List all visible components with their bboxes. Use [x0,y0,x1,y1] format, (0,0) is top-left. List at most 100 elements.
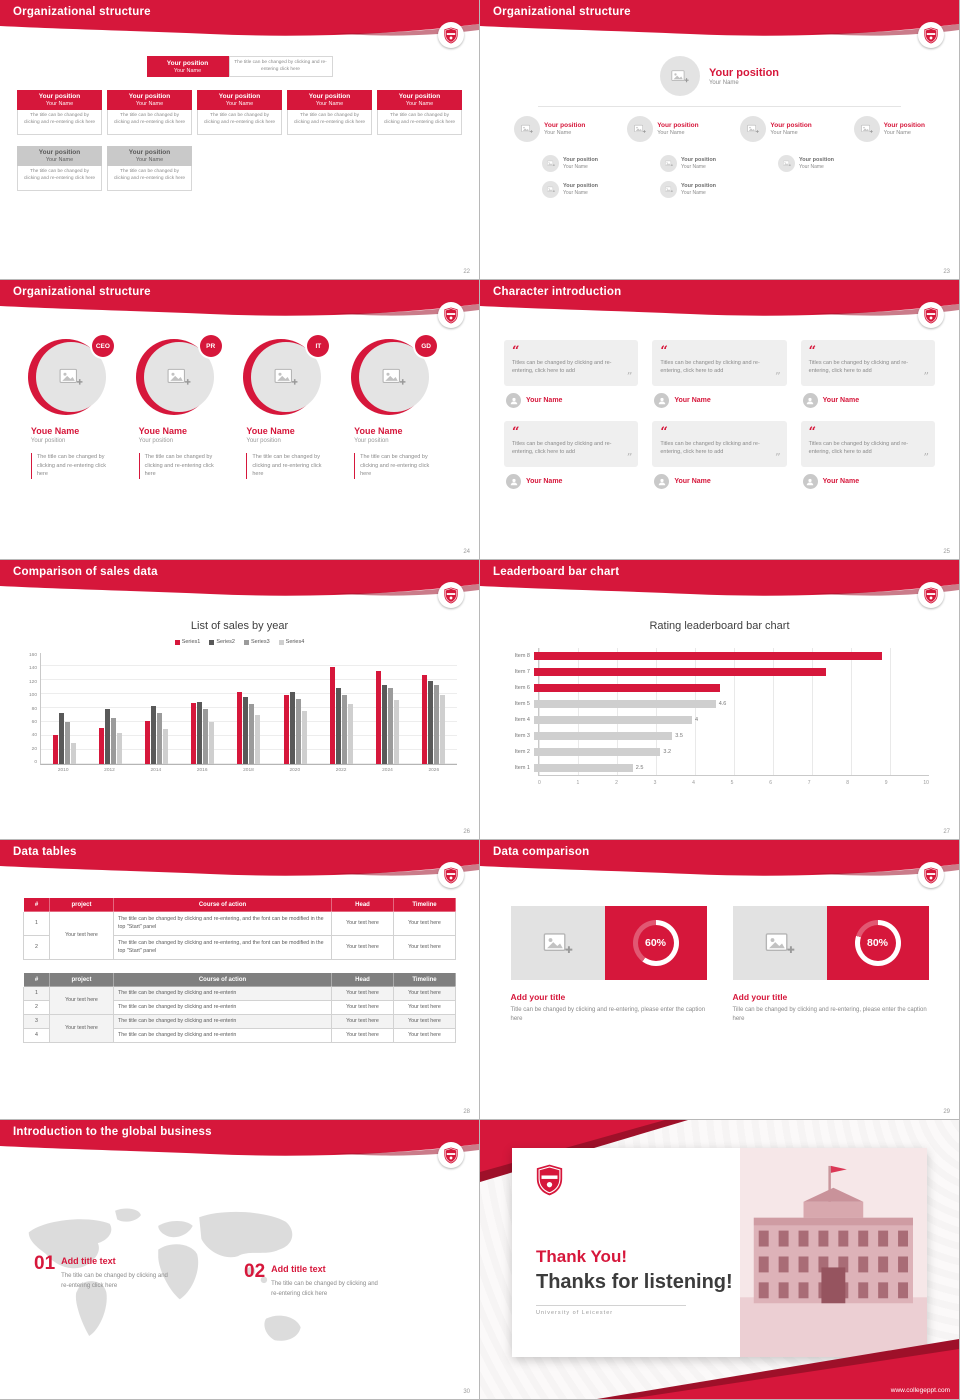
bar [58,712,64,764]
name-label: Your Name [799,164,824,170]
slide-title: Data comparison [493,846,590,858]
category-label: Item 8 [514,653,530,659]
open-quote-icon [512,426,630,439]
slide-body: Titles can be changed by clicking and re… [480,324,959,559]
table-cell: Your text here [393,1000,456,1015]
university-crest-icon [918,302,944,328]
slide-25-character-introduction[interactable]: Character introduction Titles can be cha… [480,280,959,559]
x-axis-tick: 4 [692,780,695,786]
leaderboard-row: Item 7 [504,664,929,680]
x-axis-tick: 1 [576,780,580,786]
slide-title: Organizational structure [493,6,631,18]
sales-chart-plot [40,653,457,765]
slide-title: Introduction to the global business [13,1126,212,1138]
avatar-group: CEO [27,335,114,416]
comparison-panel: 60% Add your title Title can be changed … [510,906,707,1025]
member-position: Your position [246,438,281,444]
bar-track: 3.5 [534,732,929,740]
bar [255,715,261,764]
item-title: Add title text [271,1264,326,1274]
person-row: Your Name [801,393,935,408]
org-branch: Your position Your Name The title can be … [377,90,462,136]
character-card: Titles can be changed by clicking and re… [504,421,639,489]
name-label: Your Name [563,190,588,196]
slide-thank-you[interactable]: Thank You! Thanks for listening! Univers… [480,1120,959,1399]
legend-swatch [174,639,180,645]
bar-track: 3.2 [534,748,929,756]
divider [536,1305,686,1306]
item-body: Add title text The title can be changed … [271,1262,383,1299]
org-branch: Your position Your Name The title can be … [107,90,192,136]
bar [70,743,76,764]
y-axis-tick: 80 [31,706,37,712]
close-quote-icon [627,370,633,383]
slide-24-organizational-structure[interactable]: Organizational structure CEO Youe Name Y… [0,280,479,559]
legend-item: Series1 [174,639,200,645]
legend-label: Series2 [216,639,235,645]
page-number: 26 [463,829,470,835]
role-badge: CEO [91,335,114,357]
name-label: Your Name [681,190,706,196]
slide-body: # project Course of action Head Timeline… [0,884,479,1119]
bar-group [376,653,400,764]
column-header: Timeline [393,897,456,912]
bar [116,733,122,764]
slide-body: 60% Add your title Title can be changed … [480,884,959,1119]
donut-percentage: 60% [644,937,666,949]
image-placeholder-icon [59,367,83,387]
org-box: Your position Your Name [287,90,372,111]
donut-center: 60% [637,925,674,961]
slide-29-data-comparison[interactable]: Data comparison 60% Add your title Title… [480,840,959,1119]
x-axis-tick: 5 [730,780,734,786]
comparison-panel: 80% Add your title Tille can be changed … [732,906,929,1025]
slide-22-organizational-structure[interactable]: Organizational structure Your position Y… [0,0,479,279]
close-quote-icon [627,451,633,464]
world-map [28,1208,301,1341]
close-quote-icon [923,370,929,383]
bar [104,708,110,764]
org-root: Your position Your Name [480,56,959,96]
legend-label: Series4 [285,639,305,645]
position-label: Your position [681,157,717,163]
org-member: Your position Your Name [627,116,699,142]
category-label: Item 4 [514,717,530,723]
item-caption: The title can be changed by clicking and… [61,1273,168,1289]
avatar-placeholder [514,116,540,142]
table-cell: The title can be changed by clicking and… [113,986,332,1001]
column-header: Timeline [393,972,456,987]
x-axis-tick: 0 [538,780,541,786]
slide-27-leaderboard-bar-chart[interactable]: Leaderboard bar chart Rating leaderboard… [480,560,959,839]
avatar-placeholder [778,155,795,172]
person-icon [654,474,670,489]
bar [376,671,382,764]
org-subcolumn: Your position Your Name Your position Your… [542,155,634,198]
item-caption: The title can be changed by clicking and… [271,1281,378,1297]
slide-28-data-tables[interactable]: Data tables # project Course of action H… [0,840,479,1119]
image-placeholder-icon [783,160,791,167]
legend-item: Series4 [278,639,305,645]
x-axis-tick: 2026 [428,768,440,773]
slide-26-comparison-of-sales-data[interactable]: Comparison of sales data List of sales b… [0,560,479,839]
position-label: Your position [38,149,81,157]
table-cell: Your text here [331,935,394,960]
org-box: Your position Your Name [377,90,462,111]
slide-23-organizational-structure[interactable]: Organizational structure Your position Y… [480,0,959,279]
leaderboard-row: Item 8 [504,648,929,664]
slide-body: CEO Youe Name Your position The title ca… [0,324,479,559]
panel-caption: Tille can be changed by clicking and re-… [732,1007,927,1023]
person-name: Your Name [526,397,563,404]
bar [203,708,209,764]
org-row: Your position Your Name Your position Your… [480,107,959,142]
image-placeholder-icon [665,186,673,193]
bar [197,701,203,764]
member-name: Youe Name [246,426,295,436]
legend-item: Series3 [244,639,270,645]
bar-group [145,653,169,764]
legend-label: Series3 [251,639,270,645]
org-submember: Your position Your Name [660,155,752,172]
name-label: Your Name [225,101,254,108]
bar [440,694,446,764]
member-position: Your position [30,438,66,444]
donut-chart: 60% [632,920,679,966]
slide-30-introduction-global-business[interactable]: Introduction to the global business 01 [0,1120,479,1399]
